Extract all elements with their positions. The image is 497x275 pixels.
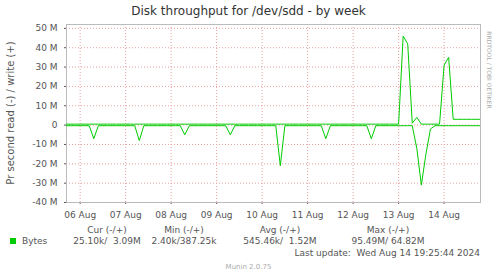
html-text:Cur (-/+): Cur (-/+) bbox=[87, 225, 127, 235]
html-text:25.10k/ 3.09M: 25.10k/ 3.09M bbox=[73, 236, 141, 246]
html-text:Pr second read (-) / write (+): Pr second read (-) / write (+) bbox=[4, 41, 16, 185]
svg-text:0: 0 bbox=[52, 120, 58, 130]
html-text:Bytes: Bytes bbox=[22, 236, 48, 246]
svg-text:07 Aug: 07 Aug bbox=[110, 210, 142, 220]
html-text:Munin 2.0.75: Munin 2.0.75 bbox=[225, 263, 272, 271]
svg-text:-40 M: -40 M bbox=[32, 197, 57, 207]
svg-text:14 Aug: 14 Aug bbox=[428, 210, 460, 220]
html-text:2.40k/387.25k: 2.40k/387.25k bbox=[151, 236, 217, 246]
svg-text:08 Aug: 08 Aug bbox=[155, 210, 187, 220]
html-text:95.49M/ 64.82M: 95.49M/ 64.82M bbox=[351, 236, 425, 246]
html-text:Min (-/+): Min (-/+) bbox=[164, 225, 204, 235]
html-text:RRDTOOL / TOBI OETIKER: RRDTOOL / TOBI OETIKER bbox=[485, 31, 493, 109]
html-text:545.46k/ 1.52M: 545.46k/ 1.52M bbox=[243, 236, 317, 246]
html-text:Max (-/+): Max (-/+) bbox=[366, 225, 410, 235]
html-text:Disk throughput for /dev/sdd -: Disk throughput for /dev/sdd - by week bbox=[131, 4, 366, 18]
svg-text:06 Aug: 06 Aug bbox=[64, 210, 96, 220]
svg-text:10 Aug: 10 Aug bbox=[246, 210, 278, 220]
svg-text:11 Aug: 11 Aug bbox=[292, 210, 324, 220]
svg-text:-10 M: -10 M bbox=[32, 139, 57, 149]
svg-text:40 M: 40 M bbox=[35, 43, 57, 53]
html-text:Last update: Wed Aug 14 19:25:: Last update: Wed Aug 14 19:25:44 2024 bbox=[294, 248, 480, 258]
svg-text:-20 M: -20 M bbox=[32, 159, 57, 169]
svg-text:12 Aug: 12 Aug bbox=[337, 210, 369, 220]
svg-text:09 Aug: 09 Aug bbox=[201, 210, 233, 220]
svg-text:-30 M: -30 M bbox=[32, 178, 57, 188]
html-text:Avg (-/+): Avg (-/+) bbox=[259, 225, 301, 235]
svg-text:13 Aug: 13 Aug bbox=[383, 210, 415, 220]
svg-text:20 M: 20 M bbox=[35, 81, 57, 91]
svg-text:10 M: 10 M bbox=[35, 101, 57, 111]
svg-text:50 M: 50 M bbox=[35, 23, 57, 33]
svg-text:30 M: 30 M bbox=[35, 62, 57, 72]
